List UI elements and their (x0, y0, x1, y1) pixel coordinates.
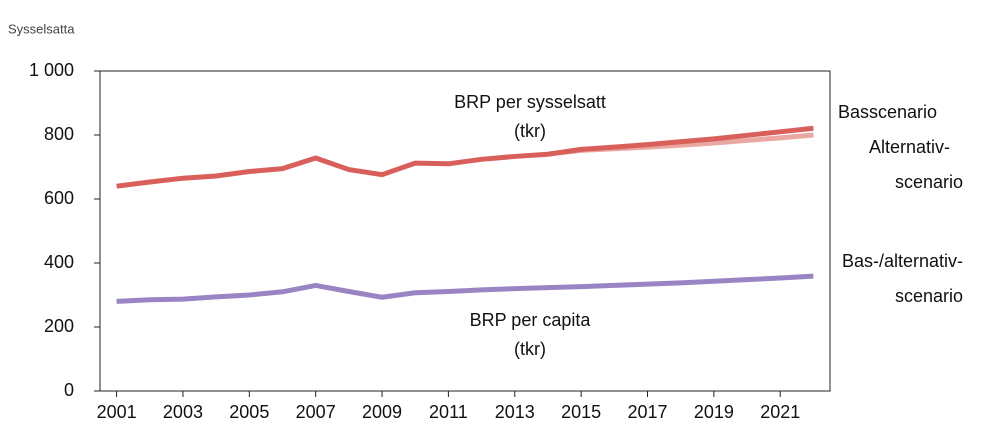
x-tick-label: 2003 (163, 402, 203, 422)
y-tick-label: 200 (44, 316, 74, 336)
series-line (116, 273, 814, 304)
y-tick-label: 600 (44, 188, 74, 208)
y-tick-label: 1 000 (29, 60, 74, 80)
annotation: (tkr) (514, 121, 546, 141)
annotation: (tkr) (514, 339, 546, 359)
x-tick-label: 2021 (760, 402, 800, 422)
series-line (116, 125, 814, 189)
series-label: Basscenario (838, 102, 937, 122)
x-tick-label: 2011 (429, 402, 468, 422)
series-label: Alternativ- (869, 137, 950, 157)
x-tick-label: 2017 (627, 402, 667, 422)
x-tick-label: 2015 (561, 402, 601, 422)
series-label: scenario (895, 286, 963, 306)
annotation: BRP per sysselsatt (454, 92, 606, 112)
annotation: BRP per capita (470, 310, 592, 330)
series-label: Bas-/alternativ- (842, 251, 963, 271)
x-tick-label: 2019 (694, 402, 734, 422)
series-label: scenario (895, 172, 963, 192)
y-tick-label: 0 (64, 380, 74, 400)
x-tick-label: 2009 (362, 402, 402, 422)
x-tick-label: 2005 (229, 402, 269, 422)
x-tick-label: 2001 (97, 402, 137, 422)
x-tick-label: 2013 (495, 402, 535, 422)
plot-frame (99, 70, 831, 392)
y-axis-title: Sysselsatta (8, 21, 75, 36)
x-tick-label: 2007 (296, 402, 336, 422)
y-tick-label: 800 (44, 124, 74, 144)
y-tick-label: 400 (44, 252, 74, 272)
